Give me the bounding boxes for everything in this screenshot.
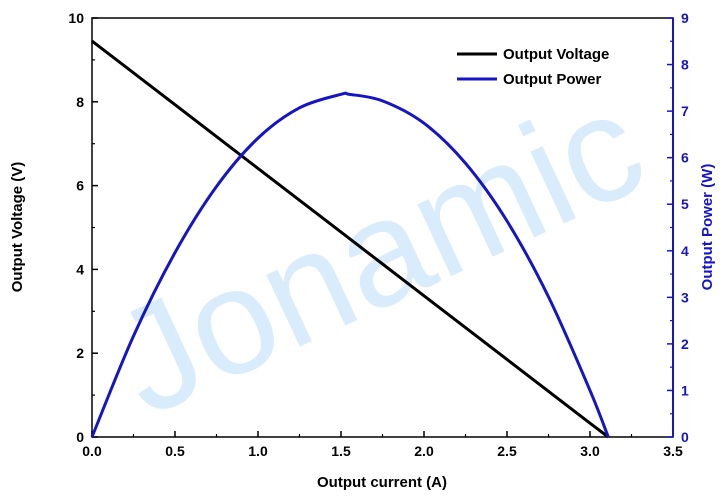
left-y-tick-label: 4 — [76, 261, 84, 277]
left-y-tick-label: 2 — [76, 345, 84, 361]
x-tick-label: 1.0 — [248, 443, 268, 459]
series-line-output-power — [90, 91, 610, 438]
left-y-tick-label: 0 — [76, 429, 84, 445]
x-tick-label: 0.5 — [165, 443, 185, 459]
x-tick-label: 0.0 — [82, 443, 102, 459]
x-axis-ticks: 0.0 0.5 1.0 1.5 2.0 2.5 3.0 3.5 — [82, 431, 683, 459]
right-y-tick-label: 1 — [681, 382, 689, 398]
left-y-tick-label: 10 — [68, 10, 84, 26]
left-y-axis-title: Output Voltage (V) — [9, 162, 26, 293]
x-tick-label: 1.5 — [331, 443, 351, 459]
right-y-tick-label: 7 — [681, 103, 689, 119]
left-y-tick-label: 6 — [76, 178, 84, 194]
x-tick-label: 3.0 — [580, 443, 600, 459]
right-y-tick-label: 5 — [681, 196, 689, 212]
right-y-tick-label: 8 — [681, 57, 689, 73]
left-y-axis-ticks: 0 2 4 6 8 10 — [68, 10, 98, 445]
right-y-tick-label: 9 — [681, 10, 689, 26]
right-y-tick-label: 6 — [681, 150, 689, 166]
series-group — [90, 39, 610, 439]
series-line-output-voltage — [91, 39, 610, 439]
right-y-tick-label: 4 — [681, 243, 689, 259]
right-y-tick-label: 2 — [681, 336, 689, 352]
legend-label-power: Output Power — [503, 71, 601, 88]
right-y-tick-label: 3 — [681, 289, 689, 305]
x-tick-label: 3.5 — [663, 443, 683, 459]
left-y-tick-label: 8 — [76, 94, 84, 110]
legend: Output Voltage Output Power — [457, 46, 609, 88]
x-tick-label: 2.5 — [497, 443, 517, 459]
right-y-axis-ticks: 0 1 2 3 4 5 6 7 8 9 — [667, 10, 689, 445]
x-tick-label: 2.0 — [414, 443, 434, 459]
legend-label-voltage: Output Voltage — [503, 46, 609, 63]
x-axis-title: Output current (A) — [317, 474, 447, 491]
right-y-tick-label: 0 — [681, 429, 689, 445]
right-y-axis-title: Output Power (W) — [699, 164, 716, 291]
